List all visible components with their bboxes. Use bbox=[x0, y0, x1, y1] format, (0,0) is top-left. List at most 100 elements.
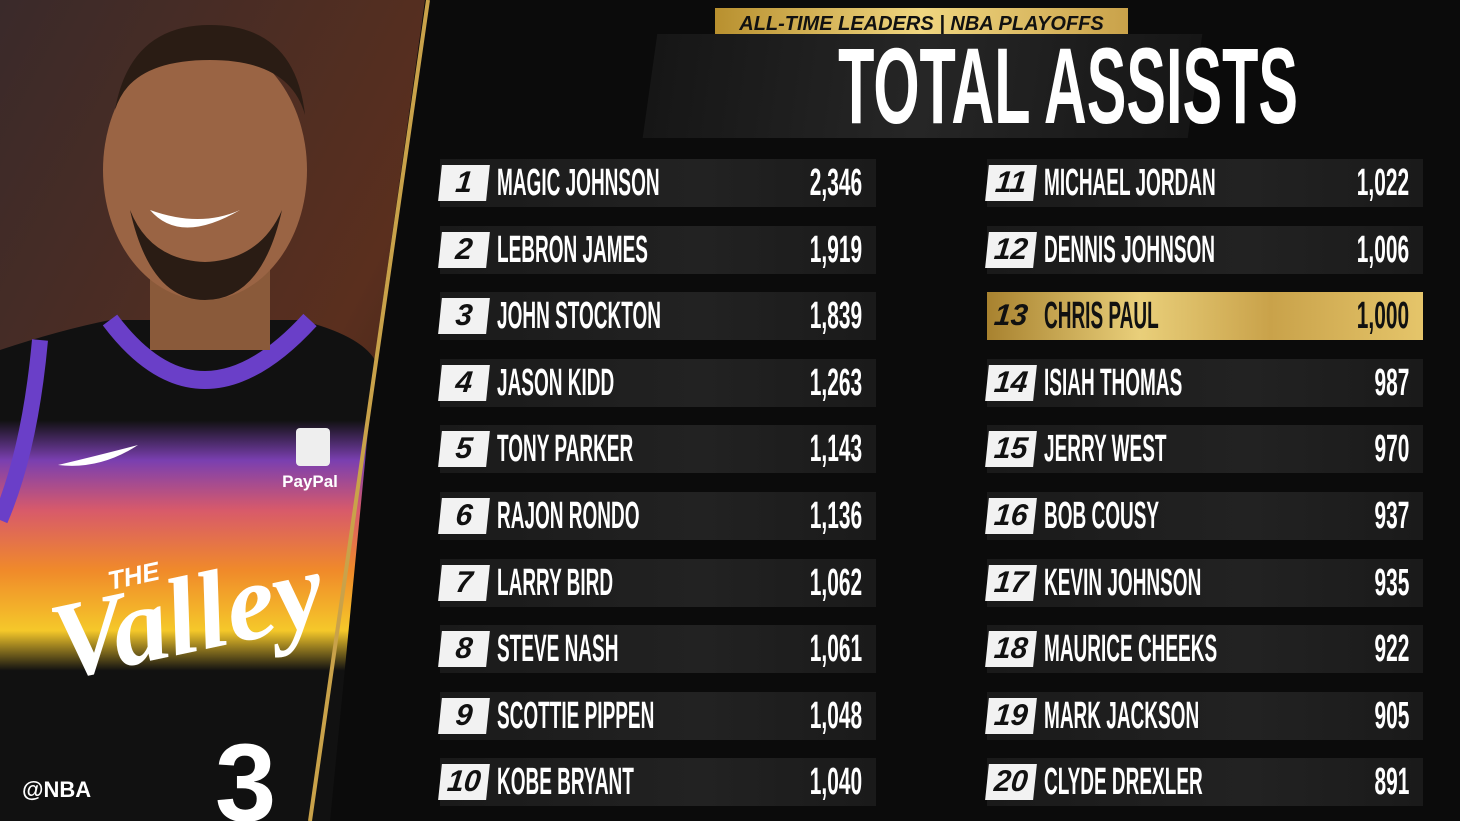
sponsor-logo: PayPal bbox=[282, 472, 338, 491]
player-name: MAGIC JOHNSON bbox=[497, 162, 822, 204]
leader-row: 10 KOBE BRYANT 1,040 bbox=[438, 758, 876, 807]
assists: 935 bbox=[1346, 562, 1409, 604]
leader-row: 5 TONY PARKER 1,143 bbox=[438, 425, 876, 474]
assists: 1,000 bbox=[1314, 295, 1409, 337]
rank: 6 bbox=[438, 498, 490, 534]
leader-row: 2 LEBRON JAMES 1,919 bbox=[438, 225, 876, 274]
leader-row: 18 MAURICE CHEEKS 922 bbox=[985, 625, 1423, 674]
leader-row: 3 JOHN STOCKTON 1,839 bbox=[438, 292, 876, 341]
assists: 1,919 bbox=[767, 229, 862, 271]
player-name-text: KEVIN JOHNSON bbox=[1044, 561, 1202, 604]
assists: 1,022 bbox=[1314, 162, 1409, 204]
assists-text: 1,136 bbox=[809, 495, 862, 537]
leader-row: 8 STEVE NASH 1,061 bbox=[438, 625, 876, 674]
player-name: CHRIS PAUL bbox=[1044, 295, 1273, 337]
rank: 5 bbox=[438, 431, 490, 468]
player-name: ISIAH THOMAS bbox=[1044, 362, 1321, 404]
assists: 1,040 bbox=[767, 761, 862, 803]
player-name: KEVIN JOHNSON bbox=[1044, 562, 1359, 604]
leader-row: 14 ISIAH THOMAS 987 bbox=[985, 358, 1423, 407]
player-name: MAURICE CHEEKS bbox=[1044, 628, 1390, 670]
player-name-text: CLYDE DREXLER bbox=[1044, 761, 1203, 804]
player-name: MICHAEL JORDAN bbox=[1044, 162, 1387, 204]
player-name: SCOTTIE PIPPEN bbox=[497, 695, 812, 737]
player-name-text: STEVE NASH bbox=[497, 628, 619, 671]
rank: 3 bbox=[438, 298, 490, 335]
rank: 15 bbox=[985, 431, 1037, 468]
assists-text: 1,143 bbox=[809, 428, 862, 471]
rank: 9 bbox=[438, 697, 490, 734]
player-name: LARRY BIRD bbox=[497, 562, 729, 604]
player-name: RAJON RONDO bbox=[497, 495, 782, 537]
player-name: JOHN STOCKTON bbox=[497, 295, 825, 337]
leader-row: 11 MICHAEL JORDAN 1,022 bbox=[985, 159, 1423, 207]
assists-text: 1,061 bbox=[809, 628, 862, 671]
player-name-text: MICHAEL JORDAN bbox=[1044, 162, 1216, 204]
rank: 2 bbox=[438, 231, 490, 268]
title-box: TOTAL ASSISTS bbox=[650, 32, 1298, 140]
leader-row: 20 CLYDE DREXLER 891 bbox=[985, 758, 1423, 807]
assists-text: 1,006 bbox=[1356, 228, 1409, 271]
rank: 7 bbox=[438, 564, 490, 601]
assists: 922 bbox=[1346, 628, 1409, 670]
assists: 1,263 bbox=[767, 362, 862, 404]
assists: 937 bbox=[1346, 495, 1409, 537]
credit: @NBA bbox=[22, 777, 91, 802]
rank: 10 bbox=[438, 764, 490, 801]
player-name: JASON KIDD bbox=[497, 362, 731, 404]
assists: 891 bbox=[1346, 761, 1409, 803]
assists-text: 937 bbox=[1374, 495, 1409, 537]
assists: 2,346 bbox=[767, 162, 862, 204]
leader-row: 7 LARRY BIRD 1,062 bbox=[438, 558, 876, 607]
player-name: TONY PARKER bbox=[497, 428, 769, 470]
assists: 987 bbox=[1346, 362, 1409, 404]
player-name-text: JERRY WEST bbox=[1044, 428, 1167, 471]
assists: 1,062 bbox=[767, 562, 862, 604]
rank: 8 bbox=[438, 631, 490, 668]
player-name-text: SCOTTIE PIPPEN bbox=[497, 694, 655, 737]
leader-row: 6 RAJON RONDO 1,136 bbox=[438, 492, 876, 540]
player-name-text: LARRY BIRD bbox=[497, 561, 614, 604]
assists-text: 905 bbox=[1374, 694, 1409, 737]
assists-text: 1,022 bbox=[1356, 162, 1409, 204]
assists: 970 bbox=[1346, 428, 1409, 470]
assists-text: 1,000 bbox=[1356, 295, 1409, 338]
player-photo: PayPal THE Valley 3 @NBA bbox=[0, 0, 425, 821]
assists-text: 970 bbox=[1374, 428, 1409, 471]
leader-row: 16 BOB COUSY 937 bbox=[985, 492, 1423, 540]
player-name-text: BOB COUSY bbox=[1044, 495, 1160, 537]
player-name: STEVE NASH bbox=[497, 628, 740, 670]
assists: 1,839 bbox=[767, 295, 862, 337]
rank: 18 bbox=[985, 631, 1037, 668]
assists-text: 1,919 bbox=[809, 228, 862, 271]
rank: 16 bbox=[985, 498, 1037, 534]
leader-row: 19 MARK JACKSON 905 bbox=[985, 691, 1423, 740]
player-name: DENNIS JOHNSON bbox=[1044, 229, 1386, 271]
player-name-text: LEBRON JAMES bbox=[497, 228, 648, 271]
rank: 19 bbox=[985, 697, 1037, 734]
assists-text: 891 bbox=[1374, 761, 1409, 804]
player-name-text: RAJON RONDO bbox=[497, 495, 640, 537]
player-name-text: MAGIC JOHNSON bbox=[497, 162, 660, 204]
assists-text: 935 bbox=[1374, 561, 1409, 604]
rank: 20 bbox=[985, 764, 1037, 801]
assists-text: 987 bbox=[1374, 361, 1409, 404]
assists: 1,048 bbox=[767, 695, 862, 737]
assists: 1,136 bbox=[767, 495, 862, 537]
player-name: MARK JACKSON bbox=[1044, 695, 1354, 737]
rank: 13 bbox=[992, 299, 1030, 333]
title: TOTAL ASSISTS bbox=[838, 25, 1298, 146]
rank: 12 bbox=[985, 231, 1037, 268]
assists-text: 1,040 bbox=[809, 761, 862, 804]
assists-text: 2,346 bbox=[809, 162, 862, 204]
leader-row: 9 SCOTTIE PIPPEN 1,048 bbox=[438, 691, 876, 740]
leader-row: 15 JERRY WEST 970 bbox=[985, 425, 1423, 474]
player-name-text: MARK JACKSON bbox=[1044, 694, 1200, 737]
player-name-text: MAURICE CHEEKS bbox=[1044, 628, 1218, 671]
assists: 905 bbox=[1346, 695, 1409, 737]
player-name-text: CHRIS PAUL bbox=[1044, 295, 1159, 338]
leader-row: 4 JASON KIDD 1,263 bbox=[438, 358, 876, 407]
rank: 11 bbox=[985, 165, 1037, 201]
assists-text: 1,839 bbox=[809, 295, 862, 338]
rank: 4 bbox=[438, 364, 490, 401]
